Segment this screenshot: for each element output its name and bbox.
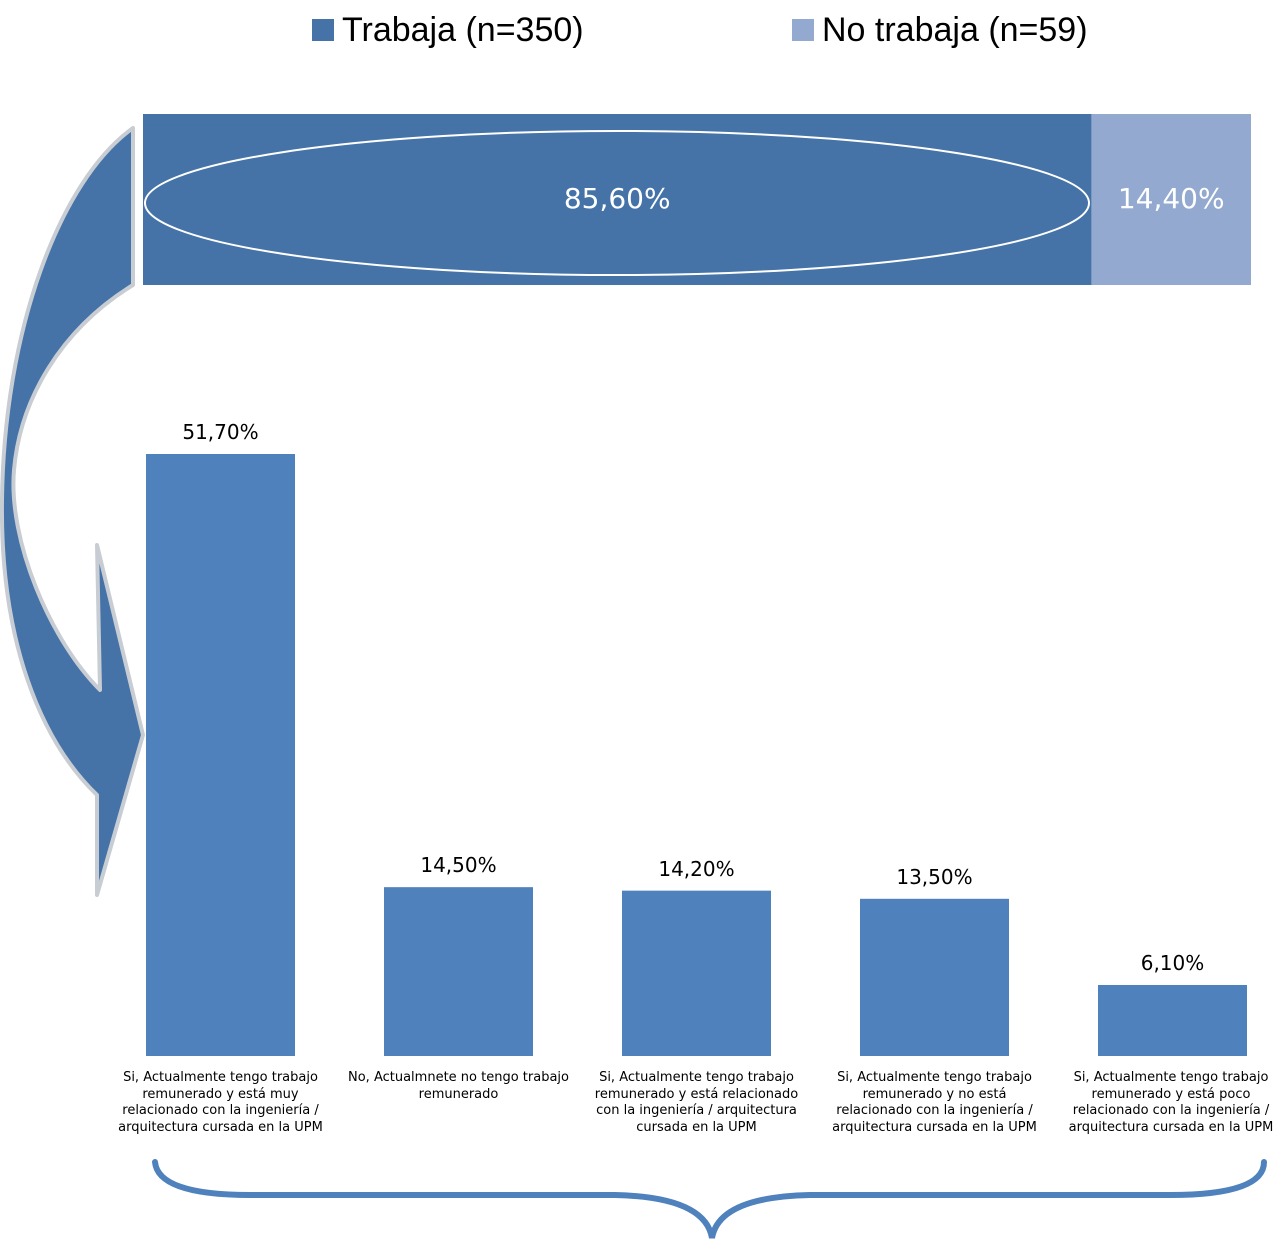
curly-brace <box>152 1159 1267 1239</box>
bar-1 <box>146 454 295 1056</box>
legend-label-trabaja: Trabaja (n=350) <box>342 10 584 49</box>
bar-3 <box>622 890 771 1056</box>
bar-5 <box>1098 984 1247 1056</box>
category-label: Si, Actualmente tengo trabajo remunerado… <box>118 1070 323 1135</box>
legend-swatch-trabaja <box>312 19 334 41</box>
bar-value-label: 14,20% <box>658 856 735 881</box>
category-label: Si, Actualmente tengo trabajo remunerado… <box>832 1070 1037 1135</box>
bar-value-label: 51,70% <box>182 420 259 444</box>
curved-arrow-shape <box>0 126 145 897</box>
legend-label-no-trabaja: No trabaja (n=59) <box>822 10 1088 49</box>
bar-value-label: 6,10% <box>1140 950 1205 975</box>
legend-item-trabaja: Trabaja (n=350) <box>312 8 584 52</box>
bars-group <box>146 454 1247 1056</box>
stack-segment-no-trabaja <box>1091 114 1251 285</box>
category-label: Si, Actualmente tengo trabajo remunerado… <box>1068 1070 1274 1135</box>
legend-swatch-no-trabaja <box>792 19 814 41</box>
stack-value-label: 85,60% <box>563 181 671 215</box>
stack-value-label: 14,40% <box>1117 181 1225 215</box>
bar-4 <box>860 898 1009 1056</box>
bar-value-label: 13,50% <box>896 864 973 889</box>
category-label: Si, Actualmente tengo trabajo remunerado… <box>594 1070 799 1135</box>
legend-item-no-trabaja: No trabaja (n=59) <box>792 8 1088 52</box>
bar-2 <box>384 887 533 1056</box>
highlight-ellipse <box>144 130 1090 276</box>
bar-value-label: 14,50% <box>420 853 497 878</box>
category-label: No, Actualmnete no tengo trabajo remuner… <box>348 1070 569 1102</box>
